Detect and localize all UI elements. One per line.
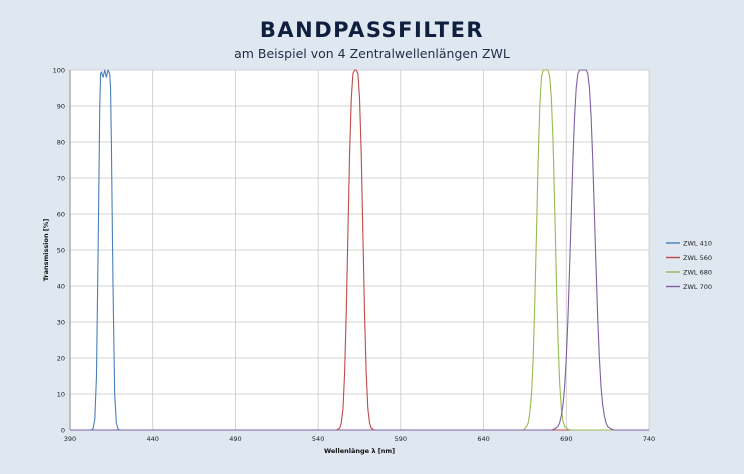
chart-title: BANDPASSFILTER bbox=[259, 18, 485, 42]
x-tick-label: 690 bbox=[560, 435, 572, 443]
chart-legend: ZWL 410 ZWL 560 ZWL 680 ZWL 700 bbox=[666, 239, 712, 291]
series-line-zwl-560 bbox=[70, 69, 649, 431]
x-tick-label: 390 bbox=[64, 435, 76, 443]
x-tick-label: 590 bbox=[395, 435, 407, 443]
legend-label: ZWL 410 bbox=[683, 239, 712, 247]
y-tick-label: 20 bbox=[57, 354, 65, 362]
x-tick-label: 540 bbox=[312, 435, 324, 443]
chart-subtitle: am Beispiel von 4 Zentralwellenlängen ZW… bbox=[234, 46, 510, 61]
series-line-zwl-410 bbox=[70, 69, 649, 431]
legend-label: ZWL 680 bbox=[683, 268, 712, 276]
y-tick-label: 10 bbox=[57, 390, 65, 398]
y-tick-label: 80 bbox=[57, 138, 65, 146]
y-tick-label: 90 bbox=[57, 102, 65, 110]
y-tick-label: 30 bbox=[57, 318, 65, 326]
y-tick-label: 60 bbox=[57, 210, 65, 218]
y-axis-title: Transmission [%] bbox=[42, 219, 50, 282]
x-tick-label: 740 bbox=[643, 435, 655, 443]
y-tick-label: 0 bbox=[61, 426, 65, 434]
x-axis-title: Wellenlänge λ [nm] bbox=[324, 447, 395, 455]
legend-label: ZWL 700 bbox=[683, 283, 712, 291]
y-tick-label: 40 bbox=[57, 282, 65, 290]
series-line-zwl-700 bbox=[70, 69, 649, 431]
y-tick-label: 50 bbox=[57, 246, 65, 254]
y-tick-label: 100 bbox=[53, 66, 65, 74]
y-tick-label: 70 bbox=[57, 174, 65, 182]
legend-label: ZWL 560 bbox=[683, 254, 712, 262]
x-tick-label: 490 bbox=[229, 435, 241, 443]
x-tick-label: 640 bbox=[477, 435, 489, 443]
plot-area: 0 10 20 30 40 50 60 70 80 90 100 390 440 490 540 590 640… bbox=[42, 66, 655, 455]
x-tick-label: 440 bbox=[147, 435, 159, 443]
